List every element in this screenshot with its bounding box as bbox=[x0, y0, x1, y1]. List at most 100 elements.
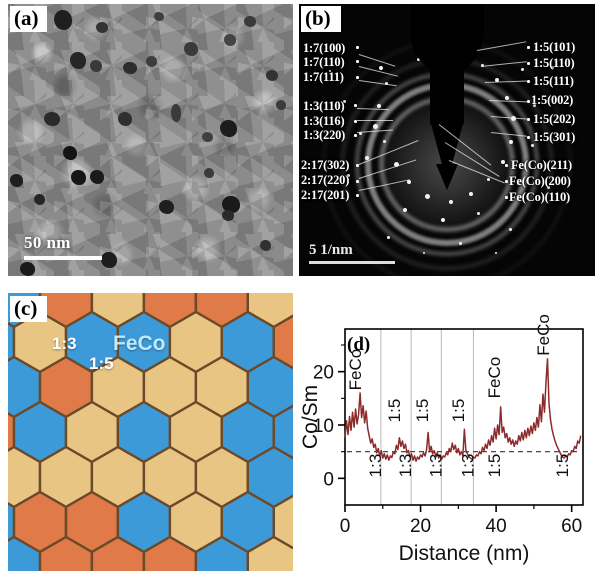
phase-label-feco: FeCo bbox=[113, 332, 166, 355]
hexagon-grain bbox=[272, 314, 293, 370]
diffraction-spot bbox=[387, 236, 390, 239]
panel-label-d: (d) bbox=[347, 334, 371, 355]
x-tick-label: 60 bbox=[561, 516, 582, 537]
y-tick-label: 10 bbox=[313, 416, 334, 437]
tem-nanoparticle bbox=[96, 22, 108, 33]
chart-annotation-1-5: 1:5 bbox=[485, 454, 504, 478]
saed-label-1-3-220: 1:3(220) bbox=[303, 128, 346, 142]
chart-annotation-1-5: 1:5 bbox=[413, 399, 432, 423]
chart-axis-labels: Distance (nm) Co/Sm bbox=[299, 385, 529, 565]
saed-label-1-5-110: 1:5(110) bbox=[533, 56, 575, 70]
chart-annotation-feco: FeCo bbox=[485, 357, 504, 399]
diffraction-spot bbox=[425, 194, 430, 199]
tem-nanoparticle bbox=[123, 62, 137, 74]
tem-nanoparticle bbox=[34, 194, 45, 205]
label-anchor-dot bbox=[527, 62, 530, 65]
diffraction-spot bbox=[551, 66, 554, 69]
chart-series-co-sm bbox=[344, 358, 582, 463]
panel-label-a: (a) bbox=[10, 6, 47, 32]
saed-label-1-5-202: 1:5(202) bbox=[533, 112, 576, 126]
label-anchor-dot bbox=[356, 194, 359, 197]
tem-nanoparticle bbox=[276, 100, 286, 110]
diffraction-spot bbox=[403, 208, 407, 212]
hexagon-grain bbox=[272, 404, 293, 460]
label-anchor-dot bbox=[505, 164, 508, 167]
chart-annotation-feco: FeCo bbox=[534, 314, 553, 356]
diffraction-spot bbox=[533, 104, 536, 107]
saed-label-1-3-110: 1:3(110) bbox=[303, 99, 345, 113]
label-anchor-dot bbox=[527, 80, 530, 83]
diffraction-spot bbox=[441, 218, 445, 222]
tem-nanoparticle bbox=[171, 104, 181, 122]
scale-bar-label: 5 1/nm bbox=[309, 242, 353, 258]
label-anchor-dot bbox=[354, 120, 357, 123]
tem-nanoparticle bbox=[90, 170, 104, 184]
tem-nanoparticle bbox=[220, 120, 237, 137]
tem-nanoparticle bbox=[159, 200, 174, 214]
chart-annotation-feco: FeCo bbox=[346, 349, 365, 391]
panel-b-saed-pattern: 1:7(100) 1:7(110) 1:7(111) 1:3(110) 1:3(… bbox=[299, 4, 595, 276]
tem-nanoparticle bbox=[260, 240, 271, 251]
tem-nanoparticle bbox=[146, 56, 157, 67]
label-anchor-dot bbox=[354, 104, 357, 107]
panel-label-b: (b) bbox=[301, 6, 341, 32]
label-anchor-dot bbox=[527, 136, 530, 139]
saed-label-feco-110: Fe(Co)(110) bbox=[509, 190, 570, 204]
diffraction-spot bbox=[343, 100, 346, 103]
label-anchor-dot bbox=[356, 46, 359, 49]
saed-label-1-7-100: 1:7(100) bbox=[303, 41, 346, 55]
diffraction-spot bbox=[487, 178, 490, 181]
tem-nanoparticle bbox=[44, 112, 60, 126]
label-anchor-dot bbox=[356, 76, 359, 79]
diffraction-spot bbox=[517, 182, 520, 185]
tem-nanoparticle bbox=[63, 146, 77, 160]
tem-nanoparticle bbox=[71, 170, 86, 185]
chart-frame bbox=[344, 328, 584, 506]
saed-label-1-5-111: 1:5(111) bbox=[533, 74, 574, 88]
phase-label-1-5: 1:5 bbox=[89, 354, 114, 373]
panel-a-tem-image: 50 nm bbox=[8, 4, 293, 276]
saed-label-1-7-111: 1:7(111) bbox=[303, 70, 344, 84]
scale-bar-panel-b: 5 1/nm bbox=[309, 242, 395, 264]
tem-grain-texture bbox=[8, 4, 293, 276]
saed-label-2-17-201: 2:17(201) bbox=[301, 188, 350, 202]
scale-bar-line bbox=[309, 261, 395, 264]
tem-nanoparticle bbox=[20, 262, 35, 276]
y-axis-title: Co/Sm bbox=[299, 385, 322, 449]
tem-nanoparticle bbox=[266, 70, 278, 81]
tem-nanoparticle bbox=[202, 132, 213, 142]
diffraction-spot bbox=[383, 140, 386, 143]
tem-nanoparticle bbox=[204, 168, 214, 178]
label-anchor-dot bbox=[354, 134, 357, 137]
tem-nanoparticle bbox=[222, 196, 240, 213]
panel-c-microstructure-schematic: 1:3 1:5 FeCo bbox=[8, 293, 293, 571]
plot-box bbox=[344, 328, 584, 506]
tem-nanoparticle bbox=[70, 52, 86, 69]
chart-annotation-1-5: 1:5 bbox=[449, 399, 468, 423]
tem-matrix-texture bbox=[8, 4, 293, 276]
diffraction-spot bbox=[495, 252, 497, 254]
tem-nanoparticle bbox=[184, 42, 198, 56]
diffraction-spot bbox=[521, 68, 524, 71]
diffraction-spot bbox=[373, 124, 378, 129]
tem-nanoparticle bbox=[10, 174, 23, 187]
panel-label-c: (c) bbox=[10, 296, 48, 322]
diffraction-spot bbox=[423, 252, 425, 254]
diffraction-spot bbox=[531, 144, 534, 147]
x-tick-label: 20 bbox=[410, 516, 431, 537]
tem-nanoparticle bbox=[54, 10, 72, 30]
chart-gridlines bbox=[380, 329, 474, 505]
tem-nanoparticle bbox=[244, 16, 256, 27]
saed-label-1-5-301: 1:5(301) bbox=[533, 130, 576, 144]
diffraction-spot bbox=[459, 242, 462, 245]
x-tick-label: 0 bbox=[340, 516, 351, 537]
leader-line bbox=[357, 120, 393, 121]
diffraction-spot bbox=[365, 156, 369, 160]
diffraction-spot bbox=[477, 212, 480, 215]
chart-annotation-1-5: 1:5 bbox=[385, 399, 404, 423]
hexagon-grain-map bbox=[8, 293, 293, 571]
diffraction-spot bbox=[379, 66, 383, 70]
saed-label-2-17-220: 2:17(220) bbox=[301, 173, 350, 187]
profile-line bbox=[344, 358, 582, 463]
